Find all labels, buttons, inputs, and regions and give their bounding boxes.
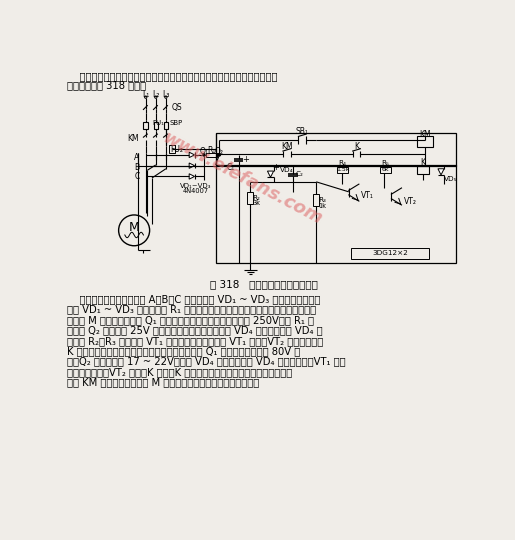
- Text: Q₁: Q₁: [199, 146, 208, 156]
- Text: FU₂: FU₂: [170, 145, 183, 154]
- Text: R₃: R₃: [318, 197, 327, 204]
- Text: QS: QS: [171, 103, 182, 112]
- Text: B: B: [134, 163, 140, 172]
- Bar: [206, 153, 217, 157]
- Text: KM: KM: [281, 142, 293, 151]
- Text: L₁: L₁: [142, 90, 149, 99]
- Bar: [313, 194, 319, 206]
- Text: +: +: [272, 164, 279, 172]
- Polygon shape: [189, 174, 195, 179]
- Text: R₁: R₁: [208, 146, 216, 155]
- Bar: [380, 167, 391, 173]
- Text: VD₁~VD₃: VD₁~VD₃: [180, 183, 211, 188]
- Text: 压，在 Q₂ 点得到约 25V 直流电压。此电压高于稳压管 VD₄ 的稳压值，使 VD₄ 击: 压，在 Q₂ 点得到约 25V 直流电压。此电压高于稳压管 VD₄ 的稳压值，使…: [67, 326, 323, 335]
- Text: 穿，经 R₂、R₃ 为三极管 VT₁ 提供正向偏置电压，使 VT₁ 导通，VT₂ 截止，继电器: 穿，经 R₂、R₃ 为三极管 VT₁ 提供正向偏置电压，使 VT₁ 导通，VT₂…: [67, 336, 324, 346]
- Text: KM: KM: [127, 134, 139, 143]
- Circle shape: [218, 154, 220, 156]
- Text: C₂: C₂: [296, 171, 304, 177]
- Text: 电动机 M 正常运行时，在 Q₁ 点得到一个三相零式整流电压，约 250V。经 R₁ 降: 电动机 M 正常运行时，在 Q₁ 点得到一个三相零式整流电压，约 250V。经 …: [67, 315, 315, 325]
- Text: Q₂: Q₂: [215, 146, 224, 156]
- Text: C: C: [134, 172, 140, 181]
- Text: 4N4007: 4N4007: [182, 188, 209, 194]
- Text: VT₁: VT₁: [361, 191, 374, 200]
- Text: R₅: R₅: [381, 160, 389, 166]
- Text: 右，Q₂ 点电压降到 17 ~ 22V，低于 VD₄ 的稳压值，使 VD₄ 反偏而截止，VT₁ 无基: 右，Q₂ 点电压降到 17 ~ 22V，低于 VD₄ 的稳压值，使 VD₄ 反偏…: [67, 356, 346, 367]
- Bar: [143, 122, 148, 129]
- Bar: [164, 122, 168, 129]
- Text: L₃: L₃: [162, 90, 169, 99]
- Text: 在靠近电动机三相电源的 A、B、C 三点上，接 VD₁ ~ VD₃ 二极管。电源经二: 在靠近电动机三相电源的 A、B、C 三点上，接 VD₁ ~ VD₃ 二极管。电源…: [67, 294, 321, 304]
- Text: 3DG12×2: 3DG12×2: [372, 251, 408, 256]
- Text: VT₂: VT₂: [404, 197, 417, 206]
- Bar: [215, 165, 456, 264]
- Text: 6k: 6k: [382, 167, 389, 172]
- Text: R₂: R₂: [253, 195, 261, 201]
- Text: VD₅: VD₅: [443, 176, 457, 182]
- Text: C₁: C₁: [227, 164, 235, 172]
- Text: VD₄: VD₄: [280, 166, 294, 172]
- Text: SBP: SBP: [170, 120, 183, 126]
- Text: R₄: R₄: [338, 160, 347, 166]
- Bar: [351, 248, 428, 259]
- Polygon shape: [189, 163, 195, 168]
- Bar: [153, 122, 158, 129]
- Polygon shape: [189, 152, 195, 158]
- Text: FU₁: FU₁: [152, 120, 164, 126]
- Text: 护电路，如图 318 所示。: 护电路，如图 318 所示。: [67, 80, 147, 90]
- Text: 极电流而截止，VT₂ 导通，K 吸合。K 的常闭触点断开电动机控制回路，交流接: 极电流而截止，VT₂ 导通，K 吸合。K 的常闭触点断开电动机控制回路，交流接: [67, 367, 293, 377]
- Bar: [215, 132, 456, 166]
- Bar: [417, 166, 430, 174]
- Bar: [417, 137, 433, 147]
- Text: www.elefans.com: www.elefans.com: [160, 129, 325, 228]
- Text: 3k: 3k: [252, 200, 261, 206]
- Text: K: K: [421, 158, 426, 167]
- Text: K: K: [354, 142, 359, 151]
- Text: M: M: [129, 221, 140, 234]
- Text: 触器 KM 失电释放，电动机 M 的电源被切断，从而保护了电动机。: 触器 KM 失电释放，电动机 M 的电源被切断，从而保护了电动机。: [67, 377, 260, 387]
- Text: 极管 VD₁ ~ VD₃ 整流、电阻 R₁ 降压后，作为断相保护电路的断相检测控制信号。: 极管 VD₁ ~ VD₃ 整流、电阻 R₁ 降压后，作为断相保护电路的断相检测控…: [67, 305, 317, 315]
- Circle shape: [203, 154, 205, 156]
- Polygon shape: [267, 171, 273, 177]
- Text: 1k: 1k: [318, 202, 327, 209]
- Text: SB₁: SB₁: [296, 126, 308, 136]
- Text: 电动机断相烧损，在整个电动机损坏中占有不小的比例。这例介绍的断相保: 电动机断相烧损，在整个电动机损坏中占有不小的比例。这例介绍的断相保: [67, 71, 278, 81]
- Text: KM: KM: [419, 130, 431, 139]
- Text: L₂: L₂: [152, 90, 160, 99]
- Text: A: A: [134, 153, 140, 161]
- Text: +: +: [242, 155, 249, 164]
- Text: 1.5k: 1.5k: [336, 167, 349, 172]
- Bar: [247, 192, 253, 204]
- Text: K 失压释放。当三相电源中有任意一相断相时，在 Q₁ 点电压立即下降到 80V 左: K 失压释放。当三相电源中有任意一相断相时，在 Q₁ 点电压立即下降到 80V …: [67, 346, 301, 356]
- Bar: [337, 167, 348, 173]
- Polygon shape: [438, 168, 444, 175]
- Text: 图 318   三相电动机断相保护电路: 图 318 三相电动机断相保护电路: [210, 279, 317, 289]
- Bar: [169, 145, 175, 153]
